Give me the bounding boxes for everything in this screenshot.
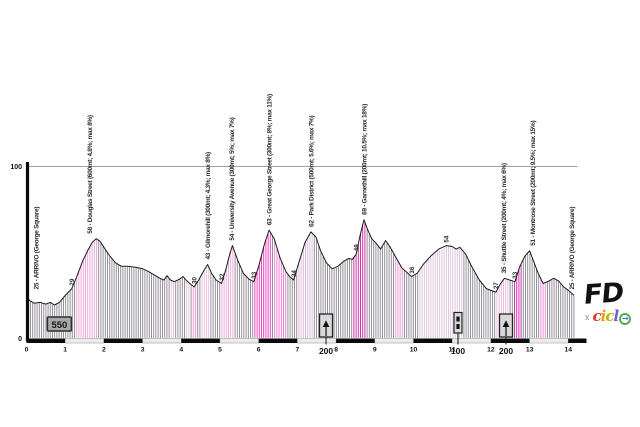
ciclo-o-wheel-icon: → (619, 313, 632, 325)
km-tick-label: 3 (141, 347, 145, 354)
km-tick-label: 5 (218, 347, 222, 354)
x-axis-band (258, 338, 298, 343)
profile-outline (26, 219, 575, 306)
climb-label: 43 - Gilmorehill (300mt; 4.3%; max 8%) (205, 152, 212, 260)
logo-x-separator: x (585, 312, 590, 322)
km-tick-label: 7 (296, 347, 300, 354)
spot-elevation-label: 32 (219, 273, 226, 280)
x-axis-band (103, 338, 143, 343)
climb-label: 35 - Shuttle Street (200mt; 4%; max 6%) (501, 163, 508, 273)
arch-icon-pennant (322, 320, 330, 327)
arch-icon-pennant (502, 320, 510, 327)
x-axis-band (529, 338, 569, 344)
tunnel-box-label: 550 (51, 320, 67, 331)
x-axis-band (297, 338, 337, 344)
x-axis-band (568, 338, 587, 343)
x-axis-band (26, 338, 66, 343)
climb-label: 69 - Garnethill (200mt; 10.5%; max 18%) (361, 104, 368, 215)
tunnel-box (46, 316, 73, 332)
spot-elevation-label: 36 (409, 266, 416, 273)
climb-label: 62 - Park District (500mt; 5.6%; max 7%) (308, 116, 315, 227)
marker-distance-label: 200 (319, 346, 333, 356)
spot-elevation-label: 33 (251, 271, 258, 278)
km-tick-label: 11 (449, 347, 456, 354)
x-axis-band (219, 338, 259, 344)
ciclo-logo: x cicl → (585, 308, 640, 326)
km-tick-label: 10 (410, 347, 418, 354)
fd-logo-text: FD (582, 277, 625, 311)
spot-elevation-label: 49 (354, 244, 361, 251)
y-tick-label: 100 (10, 164, 22, 171)
ciclo-letter: c (605, 307, 614, 325)
spot-elevation-label: 34 (291, 270, 298, 277)
x-axis-band (413, 338, 453, 343)
ciclo-logo-text: cicl → (593, 308, 632, 326)
spot-elevation-label: 54 (444, 235, 451, 242)
climb-label: 58 - Douglas Street (600mt; 4.8%; max 8%… (87, 115, 94, 234)
spot-elevation-label: 33 (512, 271, 519, 278)
ciclo-letter: i (600, 307, 607, 325)
km-tick-label: 12 (487, 347, 495, 354)
km-tick-label: 9 (373, 347, 377, 354)
x-axis-band (336, 338, 375, 343)
marker-distance-label: 100 (451, 346, 465, 356)
km-tick-label: 6 (257, 347, 261, 354)
spot-elevation-label: 27 (493, 282, 500, 289)
km-tick-label: 8 (334, 347, 338, 354)
spot-elevation-label: 30 (191, 276, 198, 283)
climb-label: 63 - Great George Street (300mt; 8%; max… (267, 94, 274, 225)
gate-icon (453, 311, 463, 334)
climb-label: 51 - Montrose Street (200mt; 9.5%; max 1… (530, 121, 537, 246)
spot-elevation-label: 29 (69, 278, 76, 285)
climb-label: 54 - University Avenue (300mt; 5%; max 7… (229, 117, 236, 240)
km-tick-label: 13 (526, 347, 534, 354)
start-label: 25 - ARRIVO (George Square) (34, 207, 41, 290)
gate-icon-slot (456, 324, 460, 329)
ciclo-letter: l (613, 307, 619, 325)
x-axis-band (142, 338, 182, 344)
ciclo-arrow-icon: → (621, 314, 629, 323)
km-tick-label: 1 (63, 347, 67, 354)
x-axis-band (181, 338, 220, 343)
x-axis-band (374, 338, 414, 344)
fd-logo: FD x cicl → (582, 277, 640, 326)
y-tick-label: 0 (18, 336, 22, 343)
x-axis-band (64, 338, 105, 344)
km-tick-label: 4 (179, 347, 183, 354)
finish-label: 25 - ARRIVO (George Square) (569, 207, 576, 290)
km-tick-label: 2 (102, 347, 106, 354)
marker-distance-label: 200 (499, 346, 513, 356)
km-tick-label: 14 (565, 347, 573, 354)
km-tick-label: 0 (25, 347, 29, 354)
ciclo-letter: c (592, 307, 602, 325)
gate-icon-slot (456, 316, 460, 322)
x-axis-band (490, 338, 530, 343)
